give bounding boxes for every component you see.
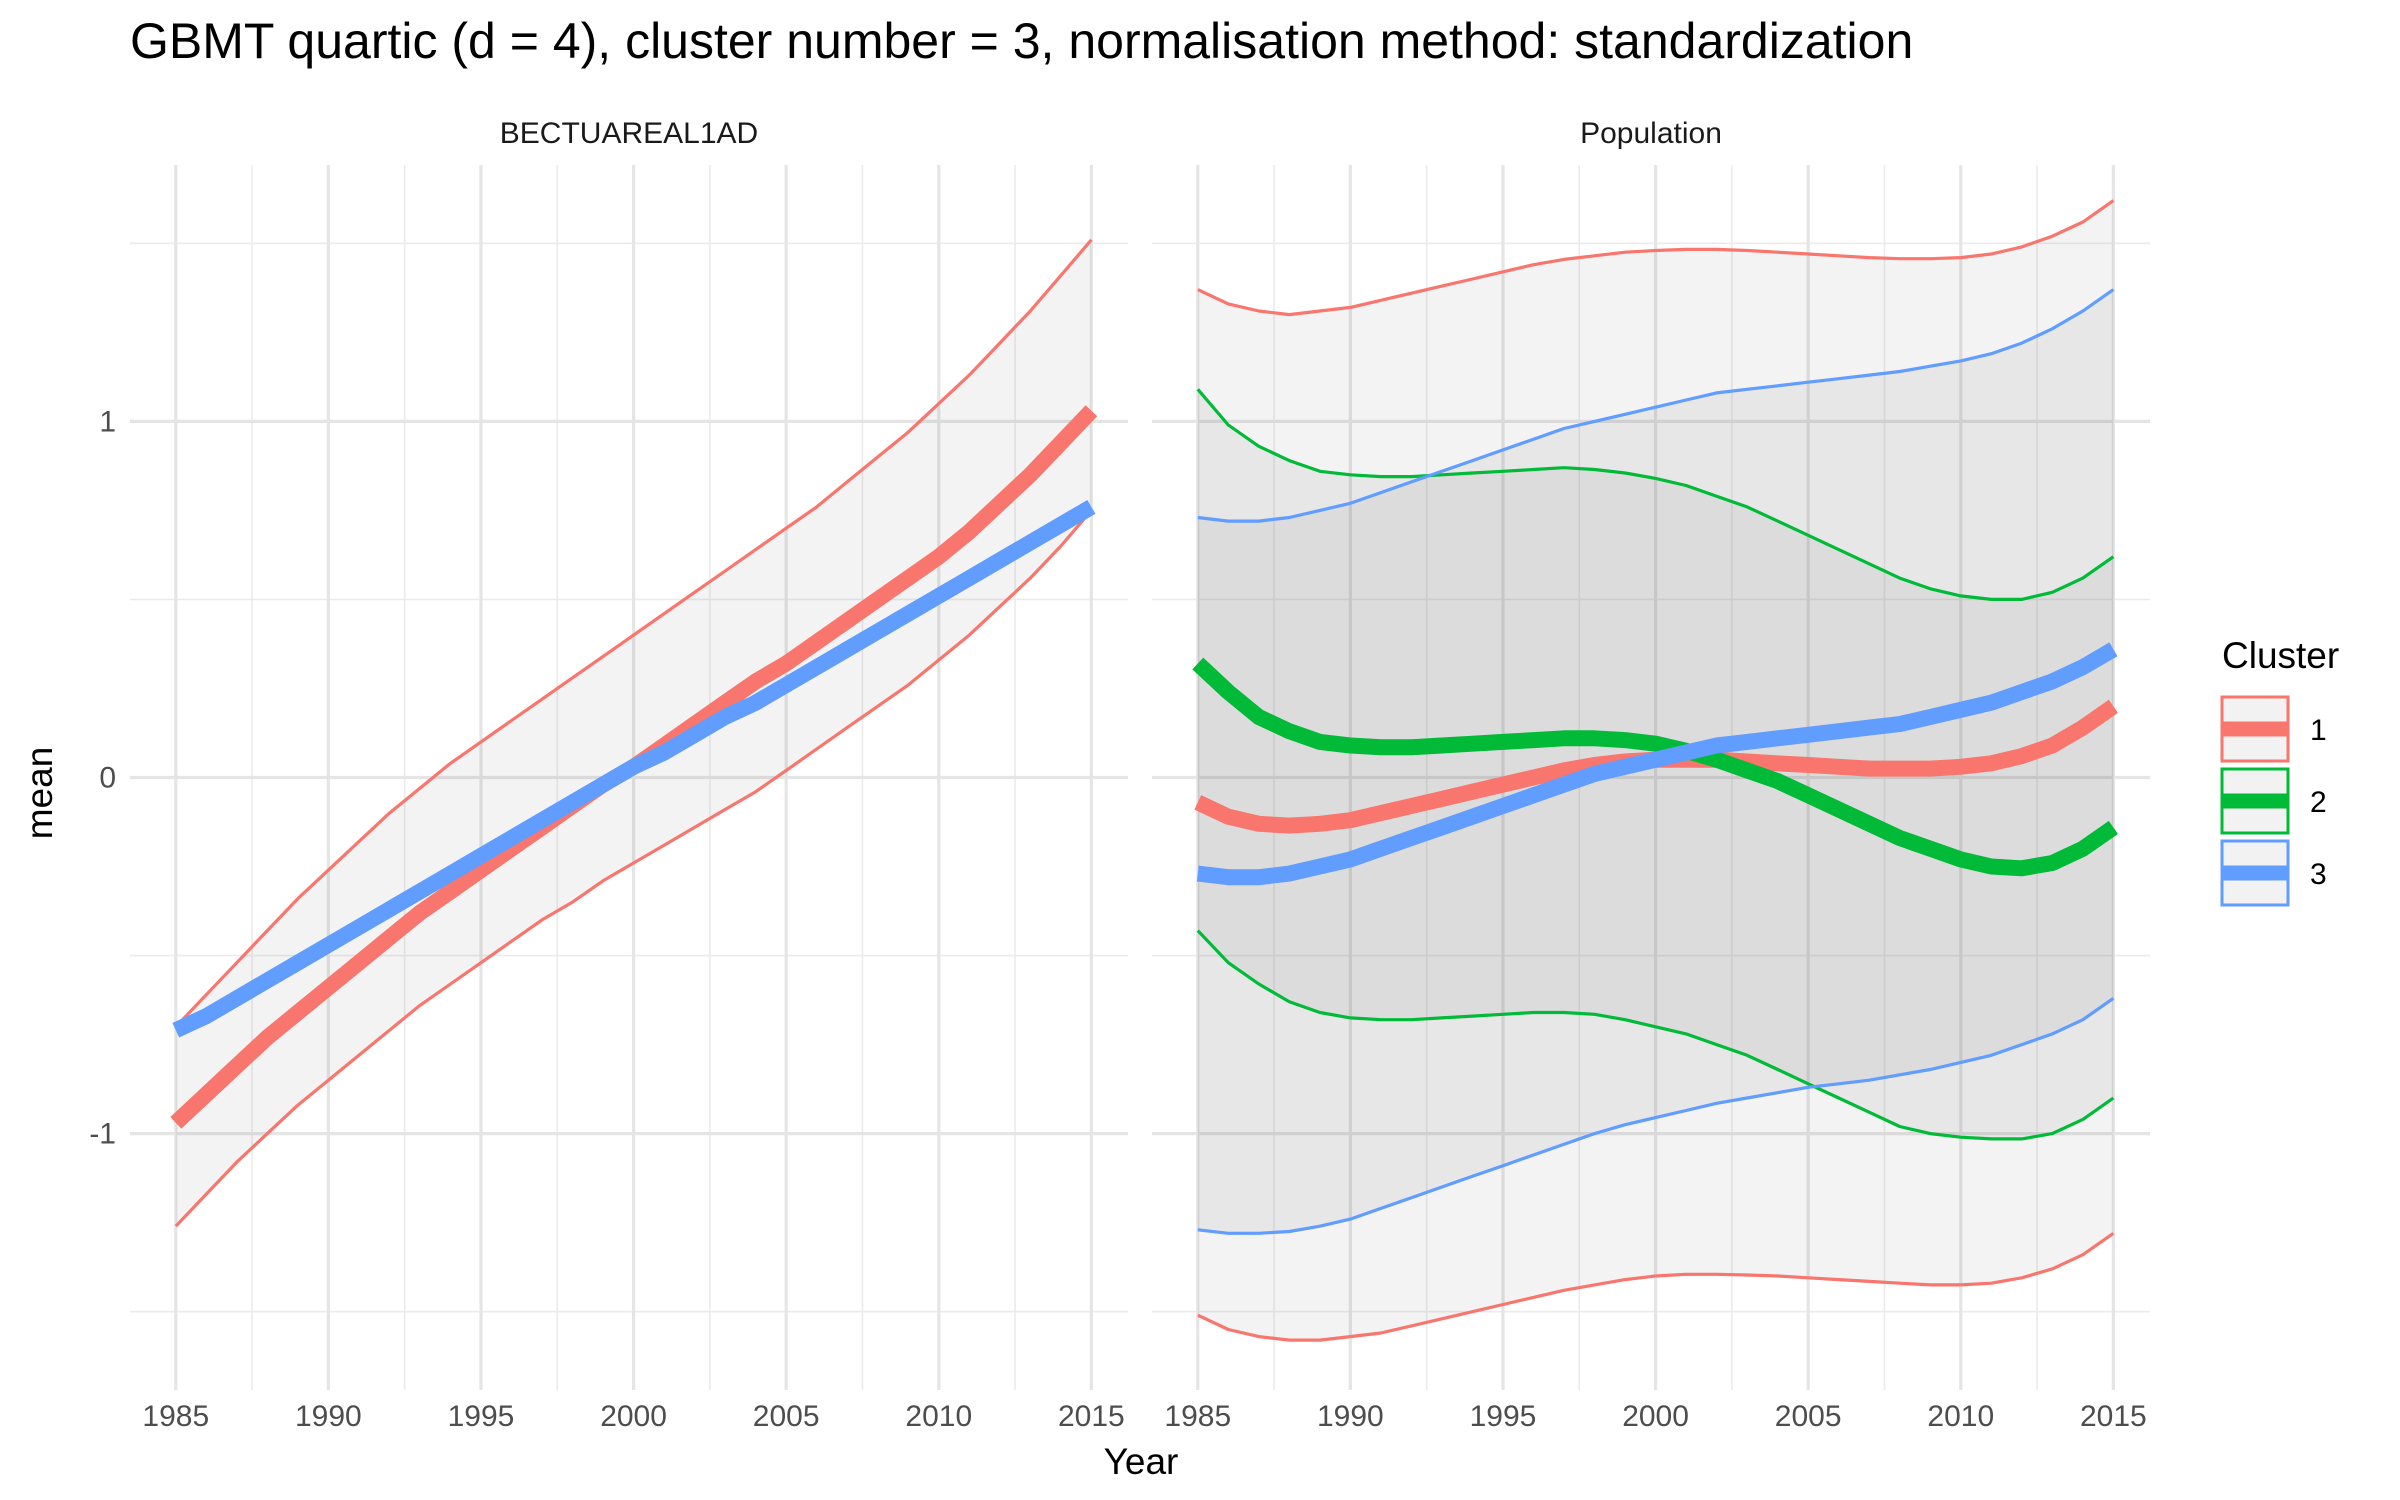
- x-tick-label: 2010: [905, 1400, 972, 1433]
- cluster-3-mean-line: [1196, 642, 2118, 886]
- x-tick-label: 1985: [142, 1400, 209, 1433]
- band-cluster-1: [175, 239, 1092, 1227]
- panels-layer: BECTUAREAL1AD 1985 1990 1995 2000 2005 2010 201…: [89, 117, 2150, 1433]
- cluster-2-lower-line: [1196, 929, 2115, 1141]
- gridlines: [130, 165, 1128, 1390]
- x-axis-title: Year: [1104, 1441, 1179, 1482]
- chart-title: GBMT quartic (d = 4), cluster number = 3…: [130, 13, 1913, 69]
- x-tick-label: 2015: [2080, 1400, 2147, 1433]
- panel-strip-label: BECTUAREAL1AD: [500, 117, 758, 150]
- x-tick-label: 1995: [448, 1400, 515, 1433]
- y-tick-label: 0: [99, 762, 116, 795]
- y-tick-label: 1: [99, 405, 116, 438]
- x-tick-label: 1985: [1164, 1400, 1231, 1433]
- y-axis-title: mean: [19, 747, 60, 840]
- cluster-2-mean-line: [1192, 657, 2118, 877]
- x-tick-label: 2000: [600, 1400, 667, 1433]
- x-tick-label: 1990: [295, 1400, 362, 1433]
- x-tick-label: 2015: [1058, 1400, 1125, 1433]
- panel-2: Population 1985 1990 1995 2000 2005 2010 2015: [1152, 117, 2150, 1433]
- panel-1: BECTUAREAL1AD 1985 1990 1995 2000 2005 2010 201…: [89, 117, 1128, 1433]
- legend-item-3: 3: [2220, 839, 2327, 907]
- band-cluster-1: [1197, 200, 2114, 1341]
- cluster-3-lower-line: [1197, 996, 2115, 1235]
- legend-label: 1: [2310, 714, 2327, 747]
- gridlines: [1152, 165, 2150, 1390]
- legend-label: 2: [2310, 786, 2327, 819]
- cluster-1-upper-line: [174, 238, 1093, 1028]
- legend-items: 1 2 3: [2220, 695, 2327, 907]
- cluster-1-lower-line: [1197, 1231, 2115, 1342]
- cluster-3-mean-line: [172, 499, 1096, 1038]
- legend-title: Cluster: [2222, 635, 2339, 676]
- x-tick-label: 2005: [753, 1400, 820, 1433]
- cluster-3-upper-line: [1197, 288, 2115, 523]
- x-tick-label: 1995: [1470, 1400, 1537, 1433]
- x-tick-label: 1990: [1317, 1400, 1384, 1433]
- legend-item-1: 1: [2220, 695, 2327, 763]
- x-tick-label: 2005: [1775, 1400, 1842, 1433]
- cluster-2-upper-line: [1196, 388, 2115, 602]
- legend-item-2: 2: [2220, 767, 2327, 835]
- x-tick-label: 2010: [1927, 1400, 1994, 1433]
- x-tick-label: 2000: [1622, 1400, 1689, 1433]
- legend: Cluster 1 2 3: [2220, 635, 2339, 907]
- panel-strip-label: Population: [1580, 117, 1722, 150]
- legend-label: 3: [2310, 858, 2327, 891]
- cluster-1-upper-line: [1197, 199, 2115, 317]
- y-tick-label: -1: [89, 1118, 116, 1151]
- cluster-1-lower-line: [174, 509, 1093, 1228]
